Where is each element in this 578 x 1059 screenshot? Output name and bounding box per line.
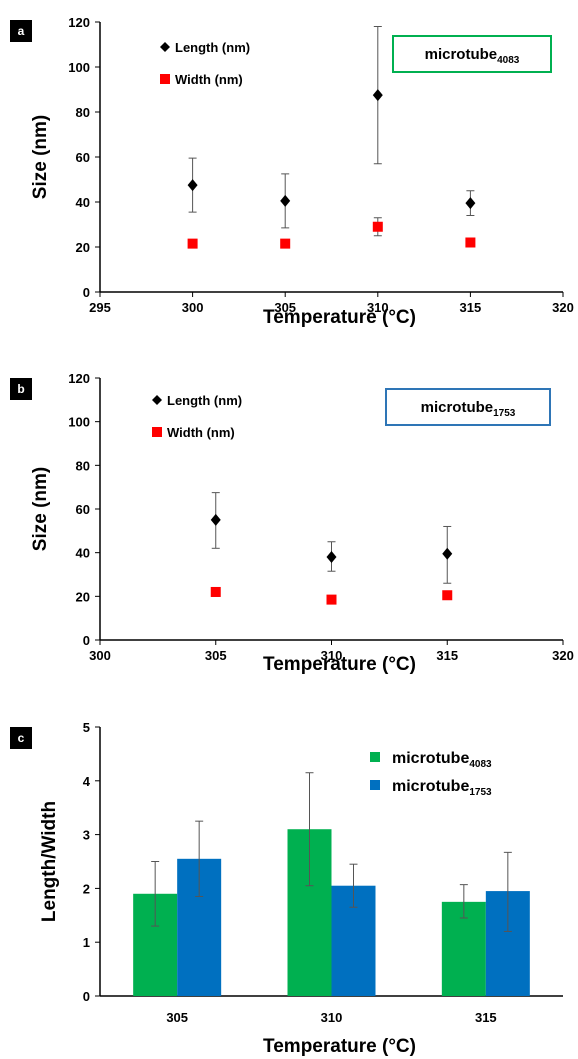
- panel-label-box: [10, 20, 32, 42]
- legend-marker: [160, 74, 170, 84]
- data-point-width: [465, 237, 476, 248]
- data-point-width: [326, 594, 337, 605]
- y-tick-label: 80: [76, 458, 90, 473]
- x-tick-label: 300: [182, 300, 204, 315]
- y-axis-title: Length/Width: [39, 801, 60, 922]
- y-axis-title: Size (nm): [30, 115, 51, 199]
- x-tick-label: 305: [166, 1010, 188, 1025]
- x-axis-title: Temperature (°C): [263, 1036, 416, 1057]
- x-tick-label: 305: [205, 648, 227, 663]
- legend-marker: [152, 427, 162, 437]
- series-label: microtube1753: [421, 399, 516, 419]
- panel-label: b: [17, 382, 24, 396]
- series-label-box: [392, 35, 552, 73]
- y-tick-label: 40: [76, 546, 90, 561]
- y-tick-label: 20: [76, 589, 90, 604]
- x-tick-label: 315: [475, 1010, 497, 1025]
- y-tick-label: 2: [83, 881, 90, 896]
- y-tick-label: 5: [83, 720, 90, 735]
- data-point-length: [280, 194, 291, 207]
- y-tick-label: 4: [83, 774, 91, 789]
- x-tick-label: 305: [274, 300, 296, 315]
- data-point-width: [187, 238, 198, 249]
- y-axis-title: Size (nm): [30, 467, 51, 551]
- x-tick-label: 315: [436, 648, 458, 663]
- data-point-width: [372, 221, 383, 232]
- y-tick-label: 60: [76, 150, 90, 165]
- y-tick-label: 120: [68, 371, 90, 386]
- y-tick-label: 0: [83, 285, 90, 300]
- x-tick-label: 300: [89, 648, 111, 663]
- y-tick-label: 0: [83, 633, 90, 648]
- data-point-length: [442, 547, 453, 560]
- x-tick-label: 315: [460, 300, 482, 315]
- legend-marker: [152, 395, 162, 405]
- data-point-length: [465, 197, 476, 210]
- series-label: microtube4083: [425, 46, 520, 66]
- data-point-length: [326, 551, 337, 564]
- legend-label: Width (nm): [175, 72, 243, 87]
- legend-marker: [370, 752, 380, 762]
- y-tick-label: 100: [68, 415, 90, 430]
- y-tick-label: 60: [76, 502, 90, 517]
- x-tick-label: 320: [552, 648, 574, 663]
- data-point-width: [280, 238, 291, 249]
- x-tick-label: 320: [552, 300, 574, 315]
- panel-label-box: [10, 727, 32, 749]
- legend-label: Length (nm): [167, 393, 242, 408]
- x-tick-label: 310: [321, 648, 343, 663]
- data-point-width: [442, 590, 453, 601]
- y-tick-label: 20: [76, 240, 90, 255]
- y-tick-label: 3: [83, 828, 90, 843]
- x-tick-label: 310: [321, 1010, 343, 1025]
- y-tick-label: 100: [68, 60, 90, 75]
- series-label-box: [385, 388, 551, 426]
- legend-label: microtube1753: [392, 778, 492, 798]
- x-axis-title: Temperature (°C): [263, 654, 416, 675]
- panel-label: a: [18, 24, 25, 38]
- y-tick-label: 1: [83, 935, 90, 950]
- data-point-length: [372, 89, 383, 102]
- legend-marker: [160, 42, 170, 52]
- legend-label: Width (nm): [167, 425, 235, 440]
- y-tick-label: 0: [83, 989, 90, 1004]
- legend-marker: [370, 780, 380, 790]
- data-point-length: [210, 513, 221, 526]
- x-tick-label: 310: [367, 300, 389, 315]
- panel-label-box: [10, 378, 32, 400]
- x-tick-label: 295: [89, 300, 111, 315]
- legend-label: Length (nm): [175, 40, 250, 55]
- x-axis-title: Temperature (°C): [263, 307, 416, 328]
- panel-label: c: [18, 731, 25, 745]
- data-point-width: [210, 586, 221, 597]
- y-tick-label: 40: [76, 195, 90, 210]
- legend-label: microtube4083: [392, 750, 492, 770]
- y-tick-label: 120: [68, 15, 90, 30]
- data-point-length: [187, 179, 198, 192]
- y-tick-label: 80: [76, 105, 90, 120]
